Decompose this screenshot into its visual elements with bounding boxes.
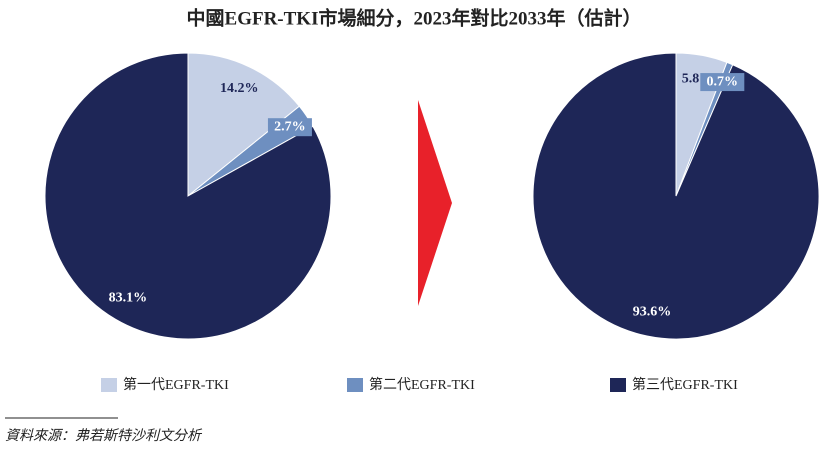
pie-slice: [44, 52, 332, 340]
data-label: 2.7%: [274, 119, 306, 134]
data-label: 83.1%: [109, 291, 148, 306]
data-label: 93.6%: [633, 304, 672, 319]
legend-swatch: [101, 378, 117, 392]
source-note: 資料來源：弗若斯特沙利文分析: [5, 428, 203, 444]
legend-label: 第一代EGFR-TKI: [123, 376, 229, 393]
data-label: 0.7%: [707, 74, 739, 89]
pie-slice: [532, 52, 820, 340]
legend-swatch: [610, 378, 626, 392]
label-box: [267, 118, 312, 137]
arrow: [418, 100, 452, 306]
pie-slice: [187, 52, 301, 198]
legend-label: 第二代EGFR-TKI: [369, 376, 475, 393]
legend-label: 第三代EGFR-TKI: [632, 376, 738, 393]
data-label: 14.2%: [220, 81, 259, 96]
label-box: [700, 73, 745, 92]
chart-title: 中國EGFR-TKI市場細分，2023年對比2033年（估計）: [187, 6, 642, 29]
legend-swatch: [347, 378, 363, 392]
